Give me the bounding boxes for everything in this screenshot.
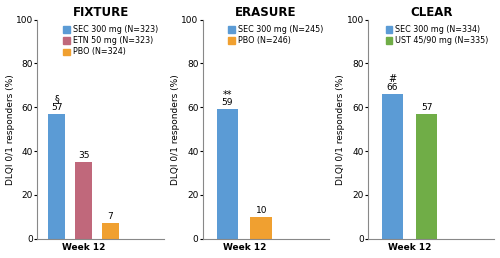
Y-axis label: DLQI 0/1 responders (%): DLQI 0/1 responders (%) [6, 74, 15, 184]
Text: 10: 10 [256, 206, 267, 214]
Legend: SEC 300 mg (N=334), UST 45/90 mg (N=335): SEC 300 mg (N=334), UST 45/90 mg (N=335) [384, 24, 490, 47]
Bar [216, 109, 238, 239]
Y-axis label: DLQI 0/1 responders (%): DLQI 0/1 responders (%) [171, 74, 180, 184]
Bar [75, 162, 92, 239]
Bar [48, 114, 66, 239]
Bar [102, 223, 119, 239]
Text: §: § [54, 94, 60, 104]
Title: ERASURE: ERASURE [235, 6, 296, 19]
Text: 66: 66 [387, 83, 398, 92]
Legend: SEC 300 mg (N=245), PBO (N=246): SEC 300 mg (N=245), PBO (N=246) [227, 24, 325, 47]
Text: #: # [388, 74, 396, 84]
Title: CLEAR: CLEAR [410, 6, 453, 19]
Y-axis label: DLQI 0/1 responders (%): DLQI 0/1 responders (%) [336, 74, 345, 184]
Bar [416, 114, 438, 239]
Text: **: ** [222, 90, 232, 100]
Bar [250, 217, 272, 239]
Text: 57: 57 [421, 103, 432, 112]
Legend: SEC 300 mg (N=323), ETN 50 mg (N=323), PBO (N=324): SEC 300 mg (N=323), ETN 50 mg (N=323), P… [62, 24, 160, 58]
Title: FIXTURE: FIXTURE [72, 6, 128, 19]
Text: 57: 57 [51, 103, 62, 112]
Bar [382, 94, 404, 239]
Text: 7: 7 [108, 212, 113, 221]
Text: 35: 35 [78, 151, 90, 160]
Text: 59: 59 [222, 98, 233, 107]
